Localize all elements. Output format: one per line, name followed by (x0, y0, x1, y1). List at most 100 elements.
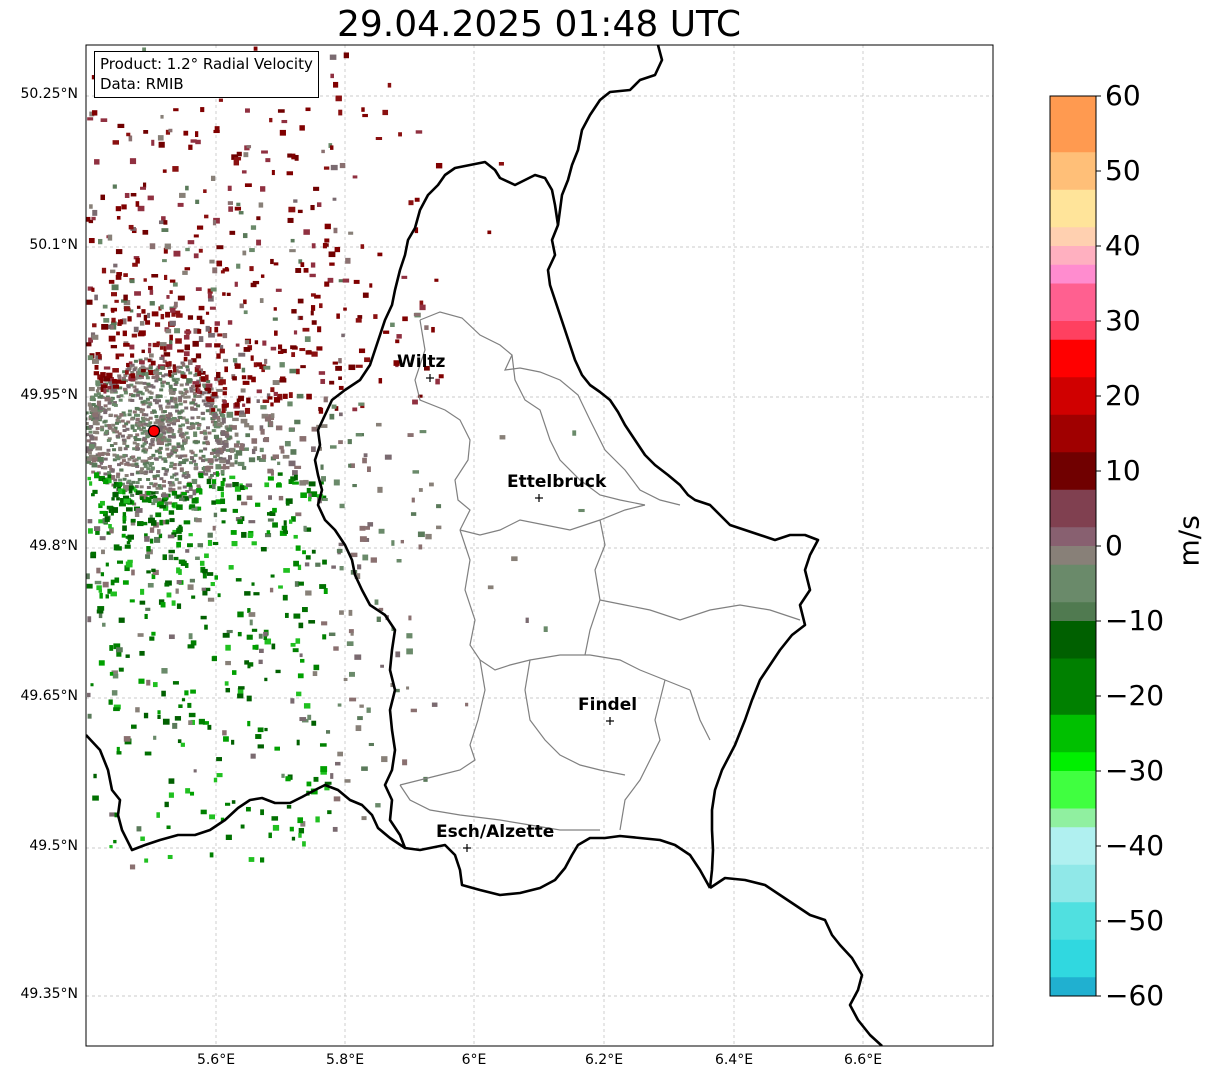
echo-pixel (221, 520, 226, 524)
radar-echoes (86, 46, 585, 870)
echo-pixel (273, 262, 279, 266)
echo-pixel (330, 145, 334, 150)
echo-pixel (159, 342, 167, 347)
echo-pixel (311, 351, 318, 357)
echo-pixel (302, 327, 310, 332)
echo-pixel (100, 194, 106, 201)
echo-pixel (137, 521, 144, 527)
echo-pixel (192, 391, 197, 395)
echo-pixel (185, 471, 190, 475)
echo-pixel (133, 435, 138, 439)
echo-pixel (134, 423, 139, 427)
echo-pixel (337, 751, 344, 757)
echo-pixel (380, 664, 384, 668)
colorbar-tick-label: 40 (1105, 229, 1141, 262)
echo-pixel (410, 708, 417, 713)
echo-pixel (122, 580, 129, 585)
echo-pixel (220, 270, 225, 274)
echo-pixel (200, 107, 205, 113)
echo-pixel (177, 349, 184, 353)
echo-pixel (158, 371, 163, 375)
echo-pixel (164, 801, 169, 808)
echo-pixel (191, 506, 198, 511)
echo-pixel (92, 110, 98, 116)
echo-pixel (143, 386, 148, 390)
echo-pixel (277, 482, 282, 486)
echo-pixel (298, 622, 304, 629)
echo-pixel (183, 392, 188, 396)
echo-pixel (202, 441, 207, 445)
echo-pixel (189, 386, 194, 390)
echo-pixel (128, 485, 134, 490)
lon-tick-label: 6.6°E (843, 1052, 883, 1068)
echo-pixel (171, 433, 176, 437)
echo-pixel (177, 486, 182, 490)
echo-pixel (209, 473, 214, 477)
lat-tick-label: 50.1°N (29, 237, 78, 253)
echo-pixel (180, 742, 185, 747)
echo-pixel (122, 453, 127, 457)
echo-pixel (300, 658, 305, 663)
echo-pixel (324, 781, 332, 785)
echo-pixel (232, 481, 239, 488)
echo-pixel (111, 475, 116, 480)
echo-pixel (201, 391, 206, 395)
echo-pixel (245, 108, 250, 113)
echo-pixel (112, 430, 117, 434)
echo-pixel (410, 512, 417, 516)
echo-pixel (120, 482, 125, 486)
echo-pixel (303, 268, 309, 273)
echo-pixel (355, 432, 363, 437)
echo-pixel (103, 472, 108, 476)
echo-pixel (360, 244, 365, 249)
echo-pixel (214, 343, 221, 348)
echo-pixel (116, 651, 122, 657)
echo-pixel (102, 304, 108, 309)
echo-pixel (141, 368, 146, 373)
echo-pixel (100, 118, 108, 122)
echo-pixel (170, 396, 175, 400)
echo-pixel (202, 721, 209, 725)
echo-pixel (401, 275, 408, 279)
echo-pixel (97, 456, 104, 462)
echo-pixel (267, 518, 274, 522)
echo-pixel (128, 224, 134, 230)
echo-pixel (116, 746, 120, 753)
echo-pixel (149, 384, 154, 388)
city-markers (426, 374, 614, 852)
echo-pixel (159, 388, 164, 392)
echo-pixel (222, 387, 228, 391)
echo-pixel (179, 467, 184, 471)
echo-pixel (203, 189, 207, 193)
echo-pixel (288, 519, 293, 524)
echo-pixel (272, 454, 279, 459)
echo-pixel (227, 201, 233, 205)
echo-pixel (176, 313, 183, 318)
echo-pixel (140, 467, 145, 471)
echo-pixel (196, 404, 201, 408)
echo-pixel (211, 479, 217, 485)
lon-tick-label: 5.6°E (196, 1052, 236, 1068)
echo-pixel (158, 404, 163, 408)
echo-pixel (125, 444, 130, 448)
echo-pixel (261, 150, 268, 154)
echo-pixel (222, 632, 230, 638)
echo-pixel (202, 572, 207, 579)
echo-pixel (112, 184, 117, 189)
echo-pixel (113, 839, 117, 844)
echo-pixel (165, 328, 172, 334)
echo-pixel (263, 437, 270, 443)
echo-pixel (138, 678, 145, 684)
city-label-esch-alzette: Esch/Alzette (436, 822, 555, 842)
echo-pixel (212, 267, 218, 274)
echo-pixel (196, 415, 201, 419)
echo-pixel (279, 129, 286, 136)
echo-pixel (148, 446, 153, 450)
colorbar-tick-label: −50 (1105, 904, 1165, 937)
echo-pixel (195, 556, 200, 560)
echo-pixel (311, 426, 317, 432)
echo-pixel (231, 670, 237, 675)
echo-pixel (168, 554, 174, 561)
echo-pixel (138, 420, 143, 424)
echo-pixel (244, 660, 250, 665)
